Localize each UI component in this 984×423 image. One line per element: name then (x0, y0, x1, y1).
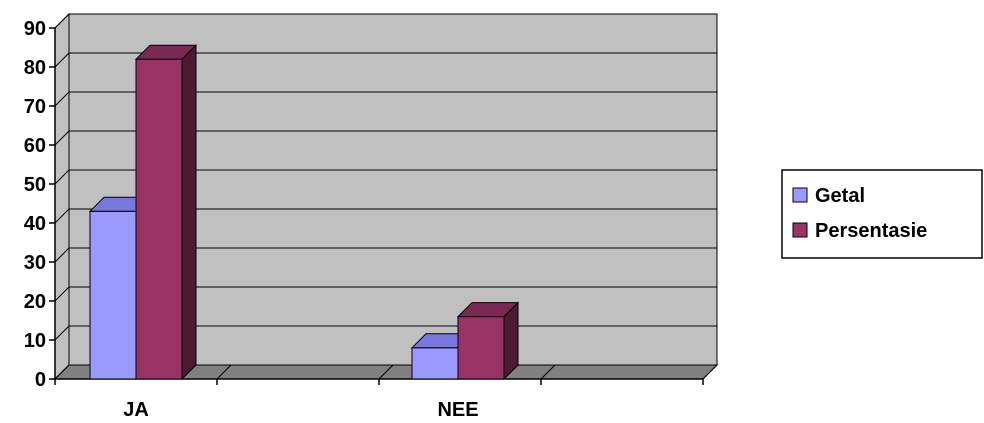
legend-box (781, 169, 983, 259)
bar-nee-persentasie (456, 301, 520, 381)
floor-divider (54, 364, 70, 380)
gridline-side (54, 169, 70, 185)
gridline-side (54, 52, 70, 68)
side-wall (54, 12, 70, 381)
y-tick-label: 40 (24, 213, 46, 235)
gridline-side (54, 325, 70, 341)
bar-front (89, 210, 137, 380)
y-tick-label: 90 (24, 18, 46, 40)
y-tick-label: 70 (24, 96, 46, 118)
y-tick-label: 30 (24, 252, 46, 274)
bars (88, 43, 520, 381)
y-tick-label: 50 (24, 174, 46, 196)
floor-divider (216, 364, 232, 380)
gridline-side (54, 13, 70, 29)
y-tick-label: 80 (24, 57, 46, 79)
gridline-side (54, 247, 70, 263)
gridline-side (54, 91, 70, 107)
bar-front (135, 58, 183, 380)
legend-swatch-getal (792, 187, 808, 203)
category-label-nee: NEE (437, 399, 478, 421)
y-tick-label: 0 (35, 369, 46, 391)
gridline-side (54, 208, 70, 224)
bar-ja-persentasie (134, 43, 198, 381)
floor-divider (702, 364, 718, 380)
bar-front (411, 347, 459, 380)
legend: Getal Persentasie (781, 169, 983, 259)
floor-divider (378, 364, 394, 380)
category-label-ja: JA (123, 399, 149, 421)
y-tick-labels: 0 10 20 30 40 50 60 70 80 90 (24, 18, 46, 391)
legend-label-persentasie: Persentasie (815, 220, 927, 242)
y-tick-label: 60 (24, 135, 46, 157)
gridline-side (54, 130, 70, 146)
bar-side (503, 301, 519, 381)
y-tick-label: 10 (24, 330, 46, 352)
legend-label-getal: Getal (815, 185, 865, 207)
bar-front (457, 316, 505, 380)
y-tick-label: 20 (24, 291, 46, 313)
category-labels: JA NEE (123, 399, 478, 421)
bar-side (181, 43, 197, 381)
floor-divider (540, 364, 556, 380)
gridline-side (54, 286, 70, 302)
legend-swatch-persentasie (792, 222, 808, 238)
